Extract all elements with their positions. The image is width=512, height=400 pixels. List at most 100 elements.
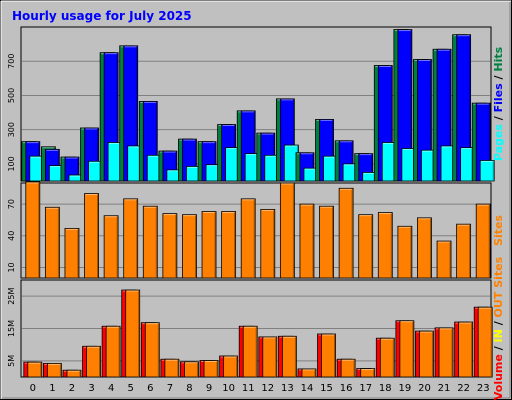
bar-out-21 [438, 327, 454, 378]
x-tick-label: 15 [320, 383, 333, 394]
bar-sites [44, 206, 60, 279]
bar-sites-23 [475, 203, 491, 279]
bar-out [125, 289, 141, 378]
bar-sites-17 [358, 214, 374, 279]
legend-entry: Sites [492, 256, 505, 291]
bar-sites-7 [162, 213, 178, 279]
bar-out [223, 355, 239, 378]
bar-sites [475, 203, 491, 279]
legend-entry: Volume [492, 354, 505, 400]
bar-out [262, 336, 278, 378]
y-tick-label: 15M [7, 320, 16, 337]
bar-sites [417, 217, 432, 279]
bar-sites-9 [201, 211, 217, 279]
bar-sites [260, 208, 276, 279]
bar-out [419, 330, 434, 378]
x-tick-label: 21 [438, 383, 451, 394]
bar-out-22 [458, 321, 474, 378]
bar-out-12 [262, 336, 278, 378]
bar-out-0 [27, 361, 43, 378]
bar-sites [182, 214, 197, 279]
x-tick-label: 19 [399, 383, 412, 394]
bar-out [203, 360, 219, 378]
panel-legend-requests: Pages / Files / Hits [492, 46, 505, 161]
x-tick-label: 14 [301, 383, 314, 394]
x-tick-label: 13 [281, 383, 294, 394]
bar-out [321, 333, 336, 378]
x-tick-label: 23 [477, 383, 490, 394]
bar-out [86, 345, 101, 378]
bar-pages-14 [303, 167, 319, 182]
y-tick-label: 25M [7, 288, 16, 305]
bar-sites [84, 193, 99, 279]
x-tick-label: 3 [88, 383, 94, 394]
bar-out-14 [301, 368, 317, 378]
bar-sites [456, 223, 472, 279]
bar-out [281, 335, 297, 378]
x-tick-label: 18 [379, 383, 392, 394]
panel-legend-sites: Sites [492, 215, 505, 246]
bar-sites-0 [25, 181, 41, 279]
bar-out-2 [66, 369, 82, 378]
panel-volume: 5M 15M 25M Volume / IN / OUT Sites [7, 256, 505, 400]
bar-out [242, 325, 258, 378]
bar-out [438, 327, 454, 378]
bar-sites-11 [240, 198, 256, 279]
legend-entry: / [492, 72, 505, 84]
bar-pages-11 [244, 153, 260, 182]
bar-pages-23 [479, 160, 495, 182]
bar-out [379, 337, 395, 378]
bar-out-3 [86, 345, 101, 378]
bar-sites [338, 187, 354, 279]
y-tick-label: 70 [7, 199, 16, 209]
x-tick-label: 4 [108, 383, 114, 394]
legend-entry: / [492, 112, 505, 124]
bar-sites-3 [84, 193, 99, 279]
bar-sites-8 [182, 214, 197, 279]
panel-requests: 100 300 500 700 Pages / Files / Hits [7, 26, 505, 182]
bar-sites [142, 205, 158, 279]
bar-sites-6 [142, 205, 158, 279]
bar-sites [279, 182, 295, 279]
x-tick-label: 2 [69, 383, 75, 394]
x-tick-label: 10 [222, 383, 235, 394]
panel-sites: 10 40 70 Sites [7, 181, 505, 279]
x-tick-label: 9 [206, 383, 212, 394]
bar-out [27, 361, 43, 378]
bar-out-10 [223, 355, 239, 378]
y-tick-label: 300 [7, 122, 16, 137]
bar-out [184, 361, 199, 378]
bar-sites [201, 211, 217, 279]
bar-out-13 [281, 335, 297, 378]
bar-sites-5 [123, 198, 139, 279]
bar-sites-12 [260, 208, 276, 279]
bar-sites-13 [279, 182, 295, 279]
bar-sites-22 [456, 223, 472, 279]
y-tick-label: 500 [7, 88, 16, 103]
bar-out-16 [340, 358, 356, 378]
bar-sites [103, 215, 119, 279]
bar-out-19 [399, 320, 415, 378]
bar-sites-15 [319, 205, 334, 279]
x-tick-label: 17 [359, 383, 372, 394]
bar-out-9 [203, 360, 219, 378]
legend-entry: OUT [492, 291, 505, 317]
bar-pages [479, 160, 495, 182]
bar-out-20 [419, 330, 434, 378]
bar-sites [162, 213, 178, 279]
x-tick-label: 0 [30, 383, 36, 394]
bar-out-1 [46, 363, 62, 378]
x-tick-label: 12 [261, 383, 274, 394]
bar-out-18 [379, 337, 395, 378]
y-tick-label: 700 [7, 54, 16, 69]
panel-legend-volume: Volume / IN / OUT Sites [492, 256, 505, 400]
bar-sites-21 [436, 240, 452, 279]
y-tick-label: 10 [7, 262, 16, 272]
bar-sites [436, 240, 452, 279]
legend-entry: / [492, 342, 505, 354]
bar-out [477, 306, 493, 378]
bar-out [399, 320, 415, 378]
bar-out-5 [125, 289, 141, 378]
